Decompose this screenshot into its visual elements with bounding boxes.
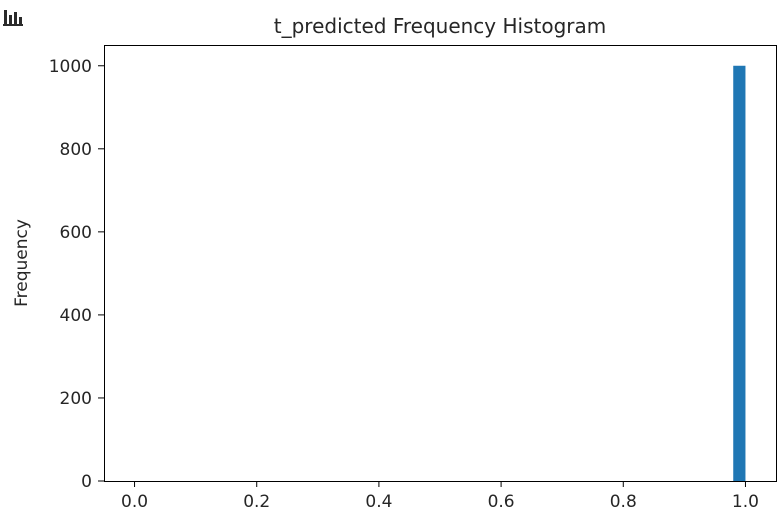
y-axis-ticks: 0 200 400 600 800 1000 xyxy=(49,57,104,492)
y-tick-label: 800 xyxy=(60,140,92,160)
y-tick-label: 200 xyxy=(60,389,92,409)
bar-chart-icon[interactable] xyxy=(2,8,24,26)
x-axis-ticks: 0.0 0.2 0.4 0.6 0.8 1.0 xyxy=(121,481,759,512)
y-axis-label: Frequency xyxy=(12,219,32,307)
x-tick-label: 0.8 xyxy=(610,492,637,512)
x-tick-label: 0.6 xyxy=(488,492,515,512)
histogram-bar xyxy=(733,65,746,481)
y-tick-label: 600 xyxy=(60,223,92,243)
y-tick-label: 400 xyxy=(60,306,92,326)
y-tick-label: 0 xyxy=(81,472,92,492)
x-tick-label: 0.2 xyxy=(243,492,270,512)
x-tick-label: 0.4 xyxy=(365,492,392,512)
plot-frame xyxy=(104,45,777,482)
bars-group xyxy=(733,65,746,481)
chart-title: t_predicted Frequency Histogram xyxy=(274,14,607,38)
x-tick-label: 1.0 xyxy=(732,492,759,512)
y-tick-label: 1000 xyxy=(49,57,92,77)
x-tick-label: 0.0 xyxy=(121,492,148,512)
